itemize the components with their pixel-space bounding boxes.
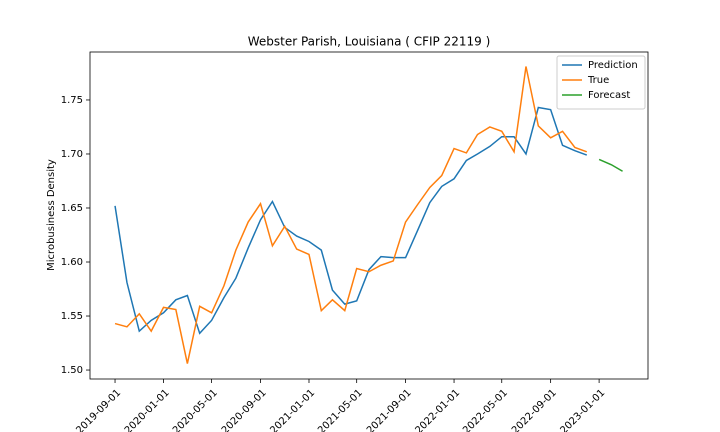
chart-title: Webster Parish, Louisiana ( CFIP 22119 ) [248,35,491,49]
series-line [114,66,588,364]
plot-frame [89,51,649,380]
legend-label: True [587,75,609,86]
y-tick-label: 1.60 [61,257,83,268]
y-tick-label: 1.65 [61,203,83,214]
y-tick-label: 1.50 [61,365,83,376]
legend-label: Forecast [588,90,630,101]
series-line [114,106,588,335]
y-tick-label: 1.75 [61,95,83,106]
y-tick-label: 1.70 [61,149,83,160]
legend: Prediction True Forecast [556,55,646,110]
series-line [598,158,623,172]
legend-label: Prediction [588,60,638,71]
y-axis-label: Microbusiness Density [46,159,57,271]
y-tick-label: 1.55 [61,311,83,322]
